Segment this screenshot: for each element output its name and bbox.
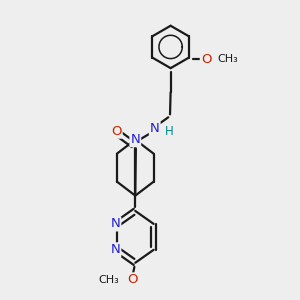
Text: H: H — [165, 125, 174, 138]
Text: N: N — [111, 218, 120, 230]
Text: N: N — [150, 122, 160, 135]
Text: CH₃: CH₃ — [218, 54, 238, 64]
Text: O: O — [127, 273, 138, 286]
Text: O: O — [111, 125, 122, 138]
Text: N: N — [111, 243, 120, 256]
Text: CH₃: CH₃ — [99, 275, 119, 285]
Text: O: O — [201, 52, 211, 65]
Text: N: N — [130, 133, 140, 146]
